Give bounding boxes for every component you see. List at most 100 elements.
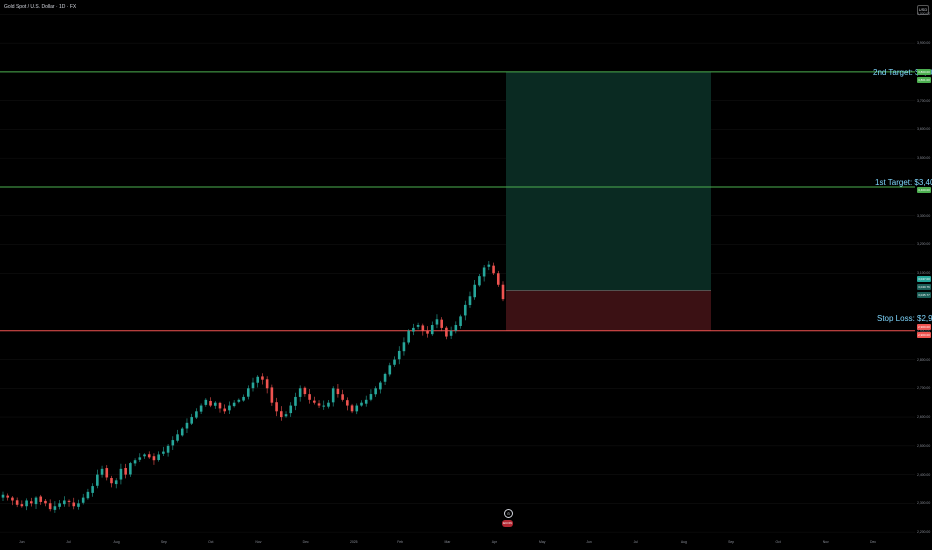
candle-body	[412, 327, 415, 332]
y-tick-label: 3,600.00	[917, 127, 931, 132]
candle-body	[308, 394, 311, 400]
candle-body	[129, 463, 132, 475]
entry-price-tag-2: 3,040.76	[917, 284, 931, 290]
candle-body	[133, 460, 137, 464]
x-tick-label: Mar	[444, 540, 451, 544]
candle-body	[157, 454, 160, 461]
candle-body	[218, 402, 222, 409]
candle-body	[11, 497, 14, 501]
symbol-title: Gold Spot / U.S. Dollar · 1D · FX	[4, 4, 77, 10]
candle-body	[246, 388, 250, 397]
x-tick-label: Jun	[586, 540, 592, 544]
candle-body	[237, 399, 241, 402]
profit-zone	[506, 71, 711, 291]
candle-body	[468, 296, 472, 306]
stop-price-tag-2: 2,900.00	[917, 332, 931, 338]
event-icon[interactable]: ⊙	[504, 509, 513, 518]
candle-body	[228, 405, 231, 411]
target2-price-tag-2: 3,801.00	[917, 77, 931, 83]
candle-body	[379, 382, 382, 390]
candle-body	[143, 454, 146, 457]
x-tick-label: Nov	[822, 540, 829, 544]
candle-body	[110, 478, 113, 484]
candle-body	[280, 411, 283, 418]
x-tick-label: Jun	[19, 540, 25, 544]
candle-body	[289, 405, 293, 414]
candle-body	[199, 405, 203, 412]
target2-label[interactable]: 2nd Target: $3,800	[873, 68, 932, 77]
candle-body	[30, 501, 33, 504]
x-tick-label: Aug	[680, 540, 687, 544]
candle-body	[63, 500, 66, 505]
x-tick-label: Sep	[728, 540, 735, 544]
candle-body	[341, 394, 344, 400]
candle-body	[204, 399, 208, 405]
candle-body	[171, 440, 175, 446]
candle-body	[449, 330, 453, 336]
y-tick-label: 3,100.00	[917, 271, 931, 276]
candle-body	[58, 503, 61, 507]
x-tick-label: Dec	[302, 540, 309, 544]
candle-body	[15, 500, 19, 505]
x-tick-label: Dec	[870, 540, 877, 544]
candle-body	[147, 454, 151, 458]
x-tick-label: 2025	[349, 540, 358, 544]
candle-body	[435, 319, 439, 325]
x-tick-label: Apr	[491, 540, 498, 544]
candle-body	[388, 365, 392, 375]
candle-body	[487, 264, 491, 267]
candle-body	[195, 411, 198, 418]
candle-body	[430, 325, 434, 335]
candle-body	[402, 342, 406, 352]
y-tick-label: 4,000.00	[917, 12, 931, 17]
candle-body	[501, 284, 505, 300]
target2-price-tag: 3,800.00	[917, 69, 931, 75]
candle-body	[72, 502, 76, 507]
candle-body	[445, 327, 448, 337]
y-tick-label: 2,600.00	[917, 415, 931, 420]
candle-body	[478, 276, 481, 286]
candle-body	[261, 376, 264, 380]
candle-body	[232, 402, 236, 407]
y-tick-label: 2,400.00	[917, 472, 931, 477]
candle-body	[463, 304, 467, 316]
candle-body	[313, 400, 316, 403]
candle-body	[496, 273, 500, 285]
y-tick-label: 3,200.00	[917, 242, 931, 247]
candle-body	[119, 468, 123, 480]
candle-body	[256, 376, 260, 383]
target1-label[interactable]: 1st Target: $3,400	[875, 178, 932, 187]
candle-body	[100, 468, 104, 475]
candle-body	[91, 486, 94, 493]
candle-body	[114, 480, 118, 485]
candle-body	[482, 267, 486, 277]
candle-body	[242, 396, 245, 401]
x-tick-label: Aug	[113, 540, 120, 544]
y-tick-label: 3,900.00	[917, 41, 931, 46]
candle-body	[105, 468, 109, 478]
economic-event-flag[interactable]: ECON	[502, 520, 513, 527]
candle-body	[270, 387, 274, 403]
candle-body	[6, 495, 10, 498]
candle-body	[317, 403, 321, 406]
candle-body	[284, 414, 288, 417]
candle-body	[166, 445, 170, 453]
candle-body	[185, 422, 189, 429]
loss-zone	[506, 290, 711, 331]
x-tick-label: Sep	[160, 540, 167, 544]
stop-loss-label[interactable]: Stop Loss: $2,900	[877, 314, 932, 323]
candle-body	[265, 379, 269, 389]
candle-body	[53, 506, 57, 510]
candle-body	[190, 417, 193, 424]
y-tick-label: 3,300.00	[917, 213, 931, 218]
candle-body	[298, 388, 302, 397]
candle-body	[180, 428, 184, 436]
candle-body	[20, 504, 24, 507]
x-tick-label: Nov	[255, 540, 262, 544]
candle-body	[421, 325, 425, 331]
candle-body	[303, 387, 307, 395]
currency-badge[interactable]: USD	[917, 5, 929, 15]
stop-price-tag: 2,900.00	[917, 324, 931, 330]
candle-body	[397, 350, 401, 360]
